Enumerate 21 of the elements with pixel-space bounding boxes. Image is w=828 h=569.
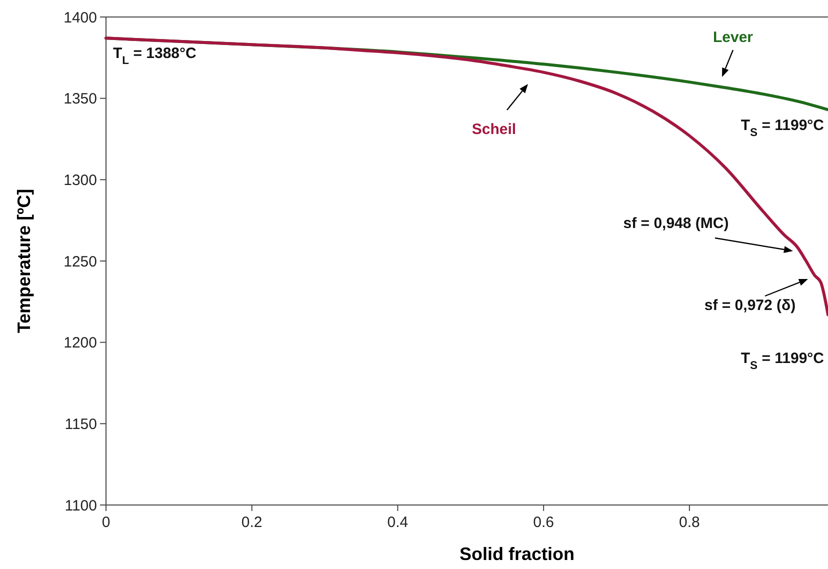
x-tick-label: 0.4 (387, 514, 408, 531)
y-axis-title: Temperature [ºC] (14, 188, 34, 334)
x-axis-title: Solid fraction (459, 544, 575, 564)
annotation: sf = 0,972 (δ) (704, 297, 796, 314)
annotation: sf = 0,948 (MC) (623, 215, 729, 232)
annotation: T$_{S}$ = 1199°C (740, 350, 824, 372)
x-tick-label: 0 (102, 514, 110, 531)
x-tick-label: 0.8 (679, 514, 700, 531)
text: Lever (712, 29, 754, 46)
text: Scheil (472, 121, 516, 138)
y-tick-label: 1350 (64, 90, 97, 108)
y-tick-label: 1400 (64, 9, 97, 26)
y-tick-label: 1100 (64, 497, 97, 514)
x-tick-label: 0.2 (241, 514, 262, 531)
annotation: T$_{S}$ = 1199°C (740, 117, 824, 139)
y-tick-label: 1250 (64, 253, 97, 270)
x-tick-label: 0.6 (533, 514, 554, 531)
y-tick-label: 1200 (64, 334, 97, 352)
annotation: T$_{L}$ = 1388°C (113, 45, 197, 67)
y-tick-label: 1300 (64, 172, 97, 189)
y-tick-label: 1150 (64, 416, 97, 433)
